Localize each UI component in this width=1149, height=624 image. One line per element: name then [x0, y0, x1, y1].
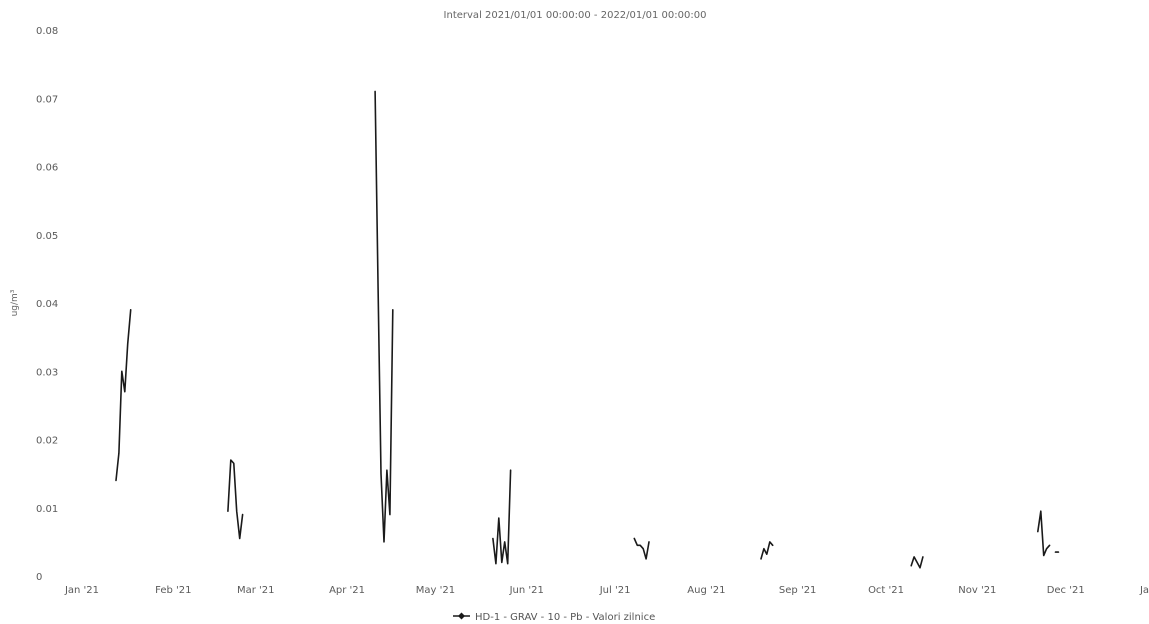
y-tick-label: 0.08 — [36, 26, 58, 37]
x-tick-label: Sep '21 — [779, 585, 817, 596]
x-tick-label: Dec '21 — [1047, 585, 1085, 596]
x-tick-label: May '21 — [416, 585, 455, 596]
y-tick-label: 0 — [36, 572, 42, 583]
series-line-segment — [374, 90, 394, 543]
y-axis: 0 0.01 0.02 0.03 0.04 0.05 0.06 0.07 0.08 — [36, 26, 58, 583]
y-tick-label: 0.01 — [36, 504, 58, 515]
legend[interactable]: HD-1 - GRAV - 10 - Pb - Valori zilnice — [453, 612, 655, 623]
series-line-segment — [633, 537, 650, 560]
y-tick-label: 0.02 — [36, 436, 58, 447]
x-tick-label: Jan '21 — [64, 585, 99, 596]
x-tick-label: Aug '21 — [687, 585, 725, 596]
chart-title: Interval 2021/01/01 00:00:00 - 2022/01/0… — [444, 10, 707, 21]
series-line-segment — [492, 469, 512, 565]
legend-diamond-marker — [458, 612, 465, 620]
series-line-segment — [227, 459, 244, 540]
series-line-segment — [910, 556, 924, 569]
x-tick-label: Mar '21 — [237, 585, 275, 596]
plot-area — [115, 90, 1060, 569]
x-tick-label: Jun '21 — [509, 585, 544, 596]
y-tick-label: 0.03 — [36, 367, 58, 378]
legend-label: HD-1 - GRAV - 10 - Pb - Valori zilnice — [475, 612, 655, 623]
y-tick-label: 0.07 — [36, 94, 58, 105]
y-tick-label: 0.05 — [36, 231, 58, 242]
y-tick-label: 0.04 — [36, 299, 58, 310]
y-tick-label: 0.06 — [36, 163, 58, 174]
x-tick-label: Nov '21 — [958, 585, 996, 596]
x-tick-label: Oct '21 — [868, 585, 904, 596]
series-line-segment — [760, 541, 774, 560]
x-tick-label: Apr '21 — [329, 585, 365, 596]
x-axis: Jan '21 Feb '21 Mar '21 Apr '21 May '21 Jun '… — [64, 585, 1149, 596]
y-axis-label: ug/m³ — [10, 289, 20, 316]
x-tick-label: Feb '21 — [155, 585, 191, 596]
x-tick-label: Jul '21 — [599, 585, 631, 596]
x-tick-label: Jan '22 — [1139, 585, 1149, 596]
series-line-segment — [115, 309, 132, 482]
series-line-segment — [1037, 510, 1051, 557]
